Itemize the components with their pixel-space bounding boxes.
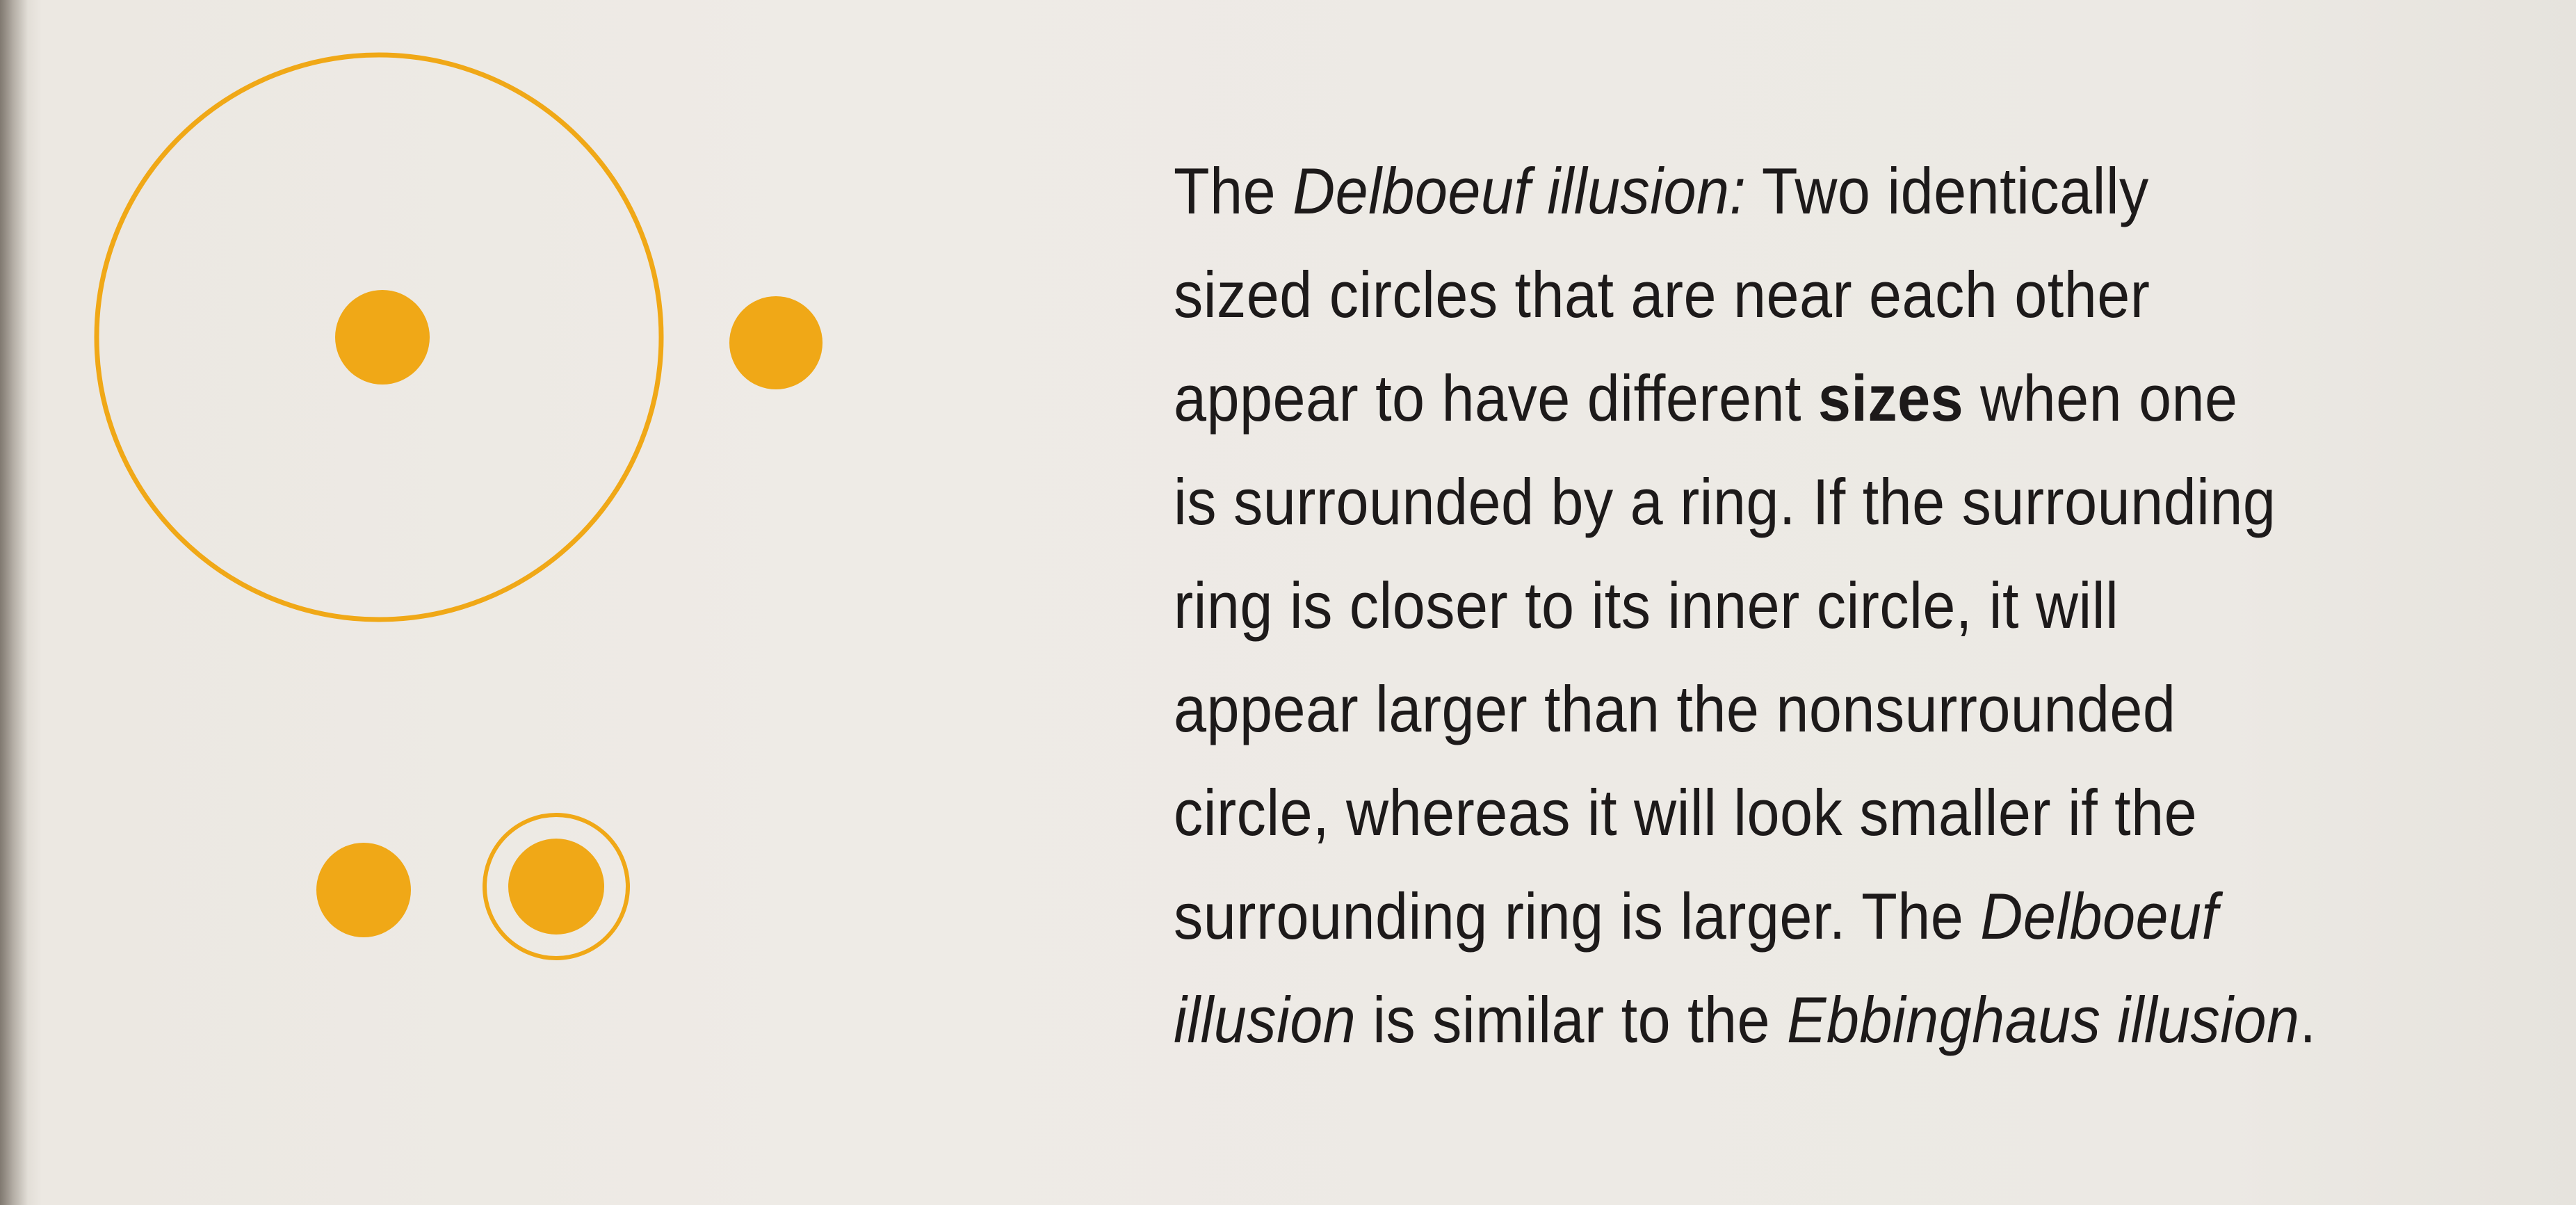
inner-circle-large-ring: [335, 290, 430, 385]
caption-line: surrounding ring is larger. The Delboeuf: [1174, 864, 2419, 968]
lone-circle-top: [729, 296, 823, 389]
large-ring-group: [94, 52, 664, 622]
lone-circle-bottom: [316, 843, 411, 937]
caption-line: The Delboeuf illusion: Two identically: [1174, 139, 2419, 243]
key-term-sizes: sizes: [1817, 362, 1964, 435]
caption-line: appear larger than the nonsurrounded: [1174, 672, 2176, 745]
caption-line: ring is closer to its inner circle, it w…: [1174, 569, 2119, 642]
illusion-term: illusion: [1174, 983, 1356, 1056]
caption-text: Two identically: [1746, 154, 2149, 227]
figure-caption: The Delboeuf illusion: Two identically s…: [1174, 139, 2419, 1071]
caption-text: The: [1174, 154, 1293, 227]
caption-text: appear to have different: [1174, 362, 1818, 435]
large-surrounding-ring: [94, 52, 664, 622]
page-binding-shadow: [0, 0, 28, 1205]
caption-line: appear to have different sizes when one: [1174, 346, 2419, 450]
caption-text: .: [2299, 983, 2317, 1056]
tight-surrounding-ring: [483, 813, 630, 960]
small-ring-group: [483, 813, 630, 960]
caption-line: sized circles that are near each other: [1174, 258, 2150, 331]
inner-circle-small-ring: [508, 839, 604, 935]
caption-line: circle, whereas it will look smaller if …: [1174, 776, 2198, 849]
illusion-term: Delboeuf illusion:: [1293, 154, 1747, 227]
caption-text: when one: [1963, 362, 2238, 435]
delboeuf-figure: [94, 52, 823, 960]
caption-line: is surrounded by a ring. If the surround…: [1174, 465, 2276, 538]
illusion-term: Ebbinghaus illusion: [1786, 983, 2300, 1056]
caption-line: illusion is similar to the Ebbinghaus il…: [1174, 968, 2419, 1071]
caption-text: is similar to the: [1356, 983, 1787, 1056]
caption-text: surrounding ring is larger. The: [1174, 880, 1981, 953]
illusion-term: Delboeuf: [1980, 880, 2219, 953]
